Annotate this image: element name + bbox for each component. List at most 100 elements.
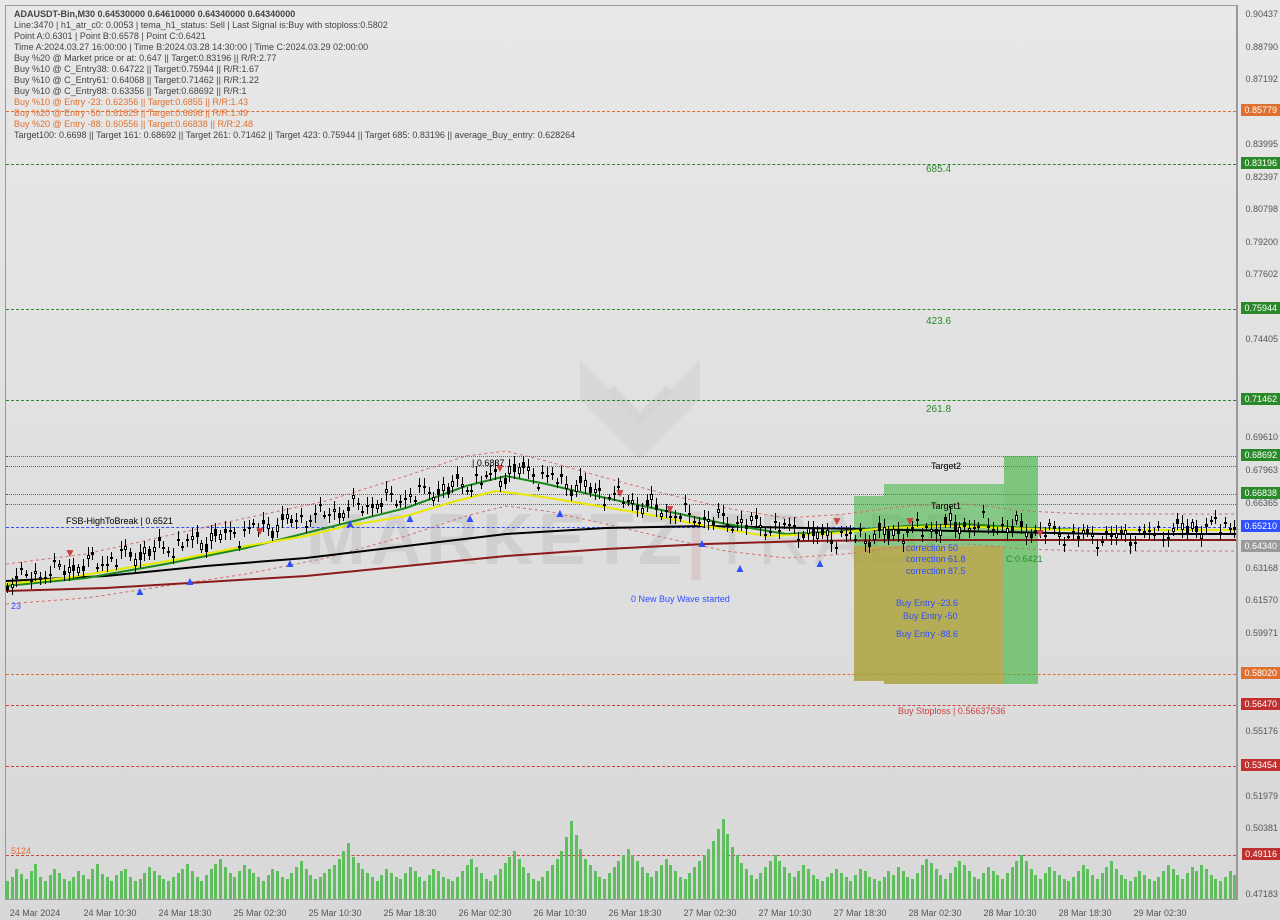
volume-bar bbox=[177, 873, 180, 899]
volume-bar bbox=[82, 875, 85, 899]
volume-bar bbox=[575, 835, 578, 899]
volume-bar bbox=[712, 841, 715, 899]
volume-bar bbox=[409, 867, 412, 899]
volume-bar bbox=[286, 879, 289, 899]
x-tick: 29 Mar 02:30 bbox=[1133, 908, 1186, 918]
volume-bar bbox=[271, 869, 274, 899]
volume-bar bbox=[750, 875, 753, 899]
info-line: Time A:2024.03.27 16:00:00 | Time B:2024… bbox=[14, 42, 368, 52]
volume-bar bbox=[466, 865, 469, 899]
x-tick: 25 Mar 10:30 bbox=[308, 908, 361, 918]
volume-bar bbox=[987, 867, 990, 899]
volume-bar bbox=[679, 877, 682, 899]
volume-bar bbox=[968, 871, 971, 899]
volume-bar bbox=[191, 871, 194, 899]
y-tick: 0.69610 bbox=[1245, 432, 1278, 442]
volume-bar bbox=[186, 864, 189, 899]
volume-bar bbox=[845, 877, 848, 899]
price-level-label: 0.68692 bbox=[1241, 449, 1280, 461]
volume-bar bbox=[352, 857, 355, 899]
y-tick: 0.79200 bbox=[1245, 237, 1278, 247]
volume-bar bbox=[1067, 881, 1070, 899]
volume-bar bbox=[428, 875, 431, 899]
annotation: 0 New Buy Wave started bbox=[631, 594, 730, 604]
level-line bbox=[6, 309, 1236, 310]
y-tick: 0.88790 bbox=[1245, 42, 1278, 52]
volume-bar bbox=[1044, 873, 1047, 899]
x-tick: 25 Mar 02:30 bbox=[233, 908, 286, 918]
volume-bar bbox=[333, 865, 336, 899]
volume-bar bbox=[731, 847, 734, 899]
volume-bar bbox=[636, 861, 639, 899]
volume-bar bbox=[556, 859, 559, 899]
volume-bar bbox=[1096, 879, 1099, 899]
volume-bar bbox=[20, 874, 23, 899]
volume-bar bbox=[707, 849, 710, 899]
price-level-label: 0.71462 bbox=[1241, 393, 1280, 405]
volume-bar bbox=[835, 869, 838, 899]
level-line bbox=[6, 705, 1236, 706]
volume-bar bbox=[1129, 881, 1132, 899]
chart-area[interactable]: 685.4423.6261.8 ▼▲▲▼▲▲▲▲▼▲▼▼▲▲▲▼▼▼ ADAUS… bbox=[5, 5, 1237, 900]
volume-bar bbox=[726, 834, 729, 899]
volume-bar bbox=[887, 871, 890, 899]
trade-zone bbox=[854, 546, 884, 681]
volume-bar bbox=[518, 859, 521, 899]
volume-bar bbox=[214, 864, 217, 899]
volume-bar bbox=[1172, 869, 1175, 899]
signal-arrow: ▲ bbox=[814, 556, 826, 570]
volume-bar bbox=[1124, 879, 1127, 899]
volume-bar bbox=[589, 865, 592, 899]
fib-label: 261.8 bbox=[926, 404, 951, 415]
y-tick: 0.66365 bbox=[1245, 498, 1278, 508]
annotation: correction 50 bbox=[906, 543, 958, 553]
signal-arrow: ▲ bbox=[184, 574, 196, 588]
volume-bar bbox=[442, 877, 445, 899]
chart-label: 5124 bbox=[11, 846, 31, 856]
volume-bar bbox=[949, 873, 952, 899]
volume-bar bbox=[30, 871, 33, 899]
signal-arrow: ▲ bbox=[404, 511, 416, 525]
volume-bar bbox=[759, 873, 762, 899]
y-tick: 0.77602 bbox=[1245, 269, 1278, 279]
y-tick: 0.51979 bbox=[1245, 791, 1278, 801]
volume-bar bbox=[404, 873, 407, 899]
volume-bar bbox=[660, 865, 663, 899]
volume-bar bbox=[840, 873, 843, 899]
x-tick: 28 Mar 02:30 bbox=[908, 908, 961, 918]
signal-arrow: ▼ bbox=[1034, 526, 1046, 540]
volume-bar bbox=[357, 863, 360, 899]
volume-bar bbox=[906, 877, 909, 899]
volume-bar bbox=[305, 869, 308, 899]
volume-bar bbox=[106, 877, 109, 899]
volume-bar bbox=[1072, 877, 1075, 899]
x-tick: 25 Mar 18:30 bbox=[383, 908, 436, 918]
volume-bar bbox=[124, 869, 127, 899]
volume-bar bbox=[1186, 873, 1189, 899]
level-line bbox=[6, 855, 1236, 856]
info-line: Buy %10 @ C_Entry61: 0.64068 || Target:0… bbox=[14, 75, 259, 85]
volume-bar bbox=[120, 871, 123, 899]
volume-bar bbox=[58, 873, 61, 899]
info-line: Buy %10 @ C_Entry38: 0.64722 || Target:0… bbox=[14, 64, 259, 74]
volume-bar bbox=[49, 875, 52, 899]
info-line: Buy %20 @ Entry -50: 0.61625 || Target:0… bbox=[14, 108, 248, 118]
volume-bar bbox=[1229, 871, 1232, 899]
volume-bar bbox=[1101, 873, 1104, 899]
price-level-label: 0.66838 bbox=[1241, 487, 1280, 499]
y-tick: 0.50381 bbox=[1245, 823, 1278, 833]
volume-bar bbox=[418, 877, 421, 899]
volume-bar bbox=[802, 865, 805, 899]
volume-bar bbox=[276, 871, 279, 899]
volume-bar bbox=[788, 873, 791, 899]
volume-bar bbox=[485, 879, 488, 899]
x-tick: 24 Mar 10:30 bbox=[83, 908, 136, 918]
volume-bar bbox=[167, 881, 170, 899]
volume-bar bbox=[219, 859, 222, 899]
price-level-label: 0.65210 bbox=[1241, 520, 1280, 532]
volume-bar bbox=[499, 869, 502, 899]
volume-bar bbox=[158, 875, 161, 899]
volume-bar bbox=[977, 879, 980, 899]
volume-bar bbox=[295, 867, 298, 899]
volume-bar bbox=[6, 881, 9, 899]
